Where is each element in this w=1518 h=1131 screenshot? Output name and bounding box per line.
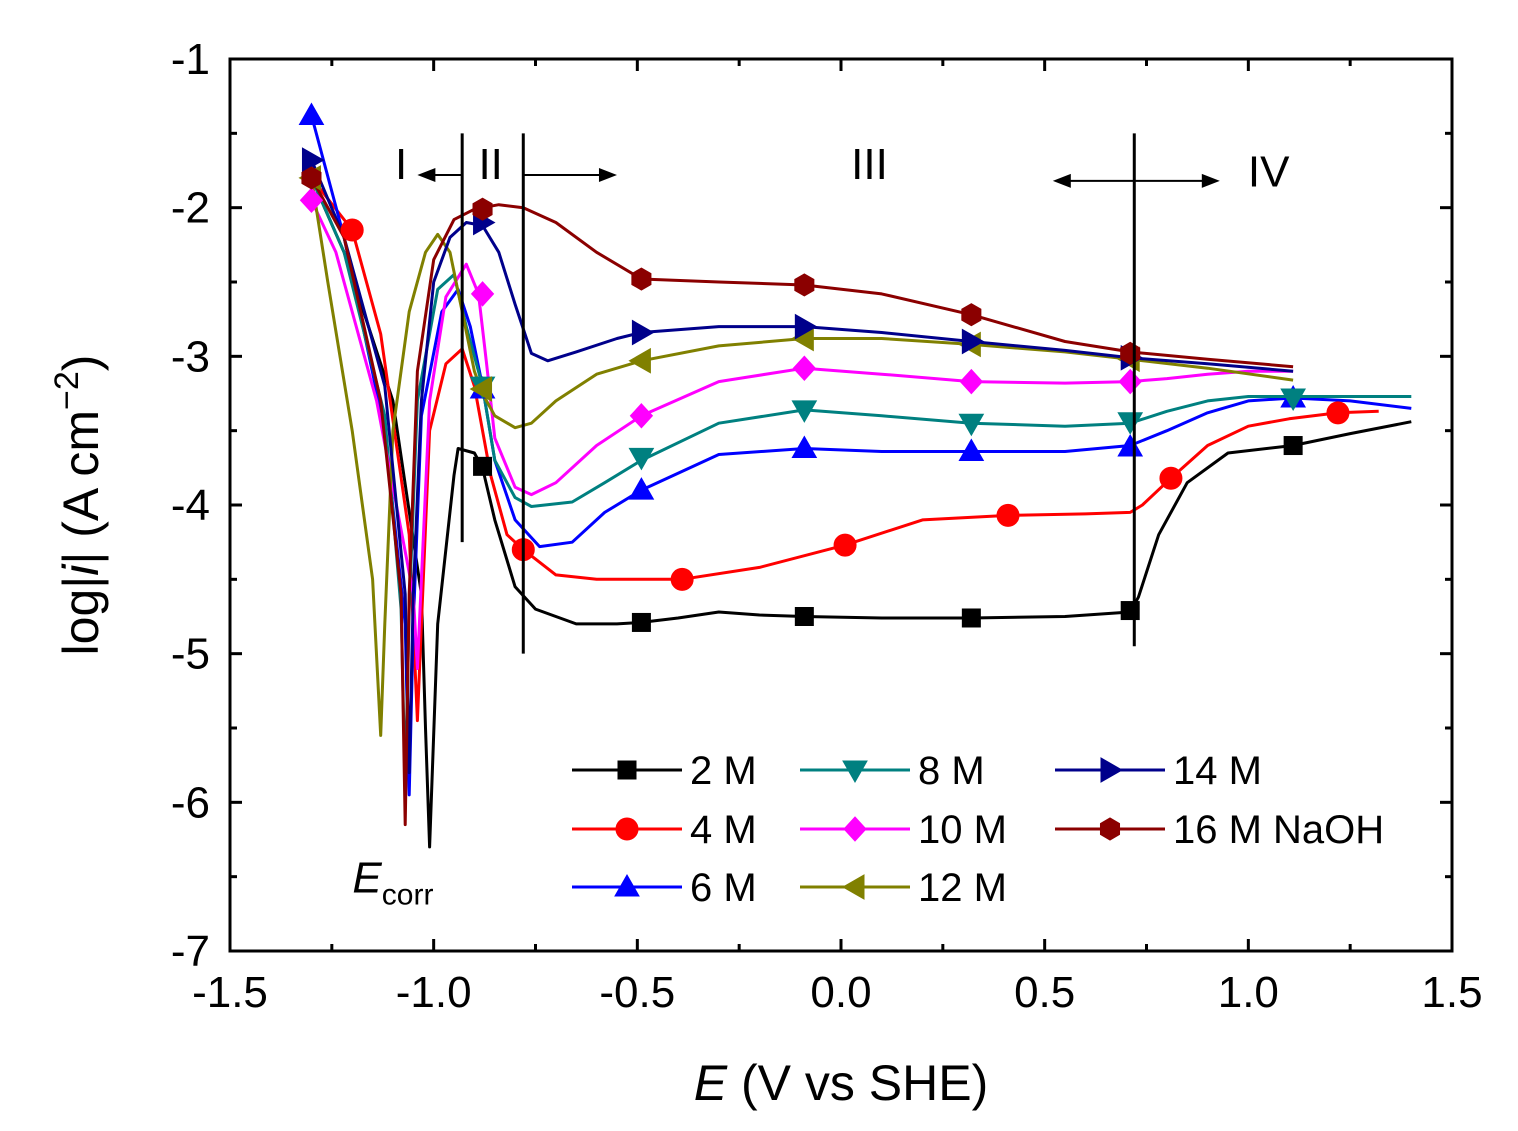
data-marker bbox=[628, 447, 655, 471]
data-marker bbox=[959, 368, 984, 395]
data-marker bbox=[961, 608, 981, 628]
data-marker bbox=[631, 319, 655, 346]
y-tick-label: -1 bbox=[171, 35, 210, 84]
x-tick-label: 1.5 bbox=[1421, 968, 1482, 1017]
y-tick-label: -7 bbox=[171, 927, 210, 976]
data-marker bbox=[1120, 341, 1141, 365]
data-marker bbox=[628, 347, 651, 374]
data-marker bbox=[670, 567, 694, 591]
legend-label: 10 M bbox=[918, 808, 1007, 852]
data-marker bbox=[958, 413, 985, 437]
data-marker bbox=[631, 612, 651, 632]
data-marker bbox=[958, 438, 985, 461]
data-marker bbox=[996, 503, 1020, 527]
data-marker bbox=[791, 435, 818, 459]
data-marker bbox=[301, 166, 322, 190]
data-marker bbox=[469, 376, 493, 402]
arrow-head bbox=[1201, 173, 1220, 188]
x-tick-label: -1.5 bbox=[192, 968, 268, 1017]
data-marker bbox=[792, 355, 817, 381]
data-marker bbox=[340, 218, 364, 242]
arrow-head bbox=[598, 167, 617, 182]
data-marker bbox=[842, 760, 868, 784]
data-marker bbox=[615, 817, 639, 841]
region-label: IV bbox=[1248, 148, 1290, 197]
series-group bbox=[298, 102, 1412, 849]
x-tick-label: 0.5 bbox=[1014, 968, 1075, 1017]
data-marker bbox=[1117, 412, 1144, 435]
series-line bbox=[310, 177, 1412, 789]
y-tick-label: -2 bbox=[171, 184, 210, 233]
series-line bbox=[310, 177, 1412, 849]
legend-label: 14 M bbox=[1173, 749, 1262, 793]
series-line bbox=[310, 199, 1294, 670]
data-marker bbox=[470, 281, 495, 307]
legend: 2 M 4 M 6 M 8 M 10 M 12 M 14 M 16 M NaOH bbox=[572, 749, 1384, 910]
legend-label: 16 M NaOH bbox=[1173, 808, 1384, 852]
legend-label: 8 M bbox=[918, 749, 985, 793]
data-marker bbox=[791, 400, 818, 423]
data-marker bbox=[629, 403, 654, 429]
x-axis-title: E (V vs SHE) bbox=[694, 1055, 989, 1111]
data-marker bbox=[614, 873, 640, 897]
data-marker bbox=[794, 273, 815, 297]
data-marker bbox=[301, 147, 325, 173]
series-line bbox=[310, 177, 1294, 737]
region-label: III bbox=[851, 140, 888, 189]
series-line bbox=[310, 159, 1294, 775]
y-tick-label: -4 bbox=[171, 481, 210, 530]
x-tick-label: -0.5 bbox=[599, 968, 675, 1017]
legend-label: 6 M bbox=[690, 866, 757, 910]
data-marker bbox=[1326, 401, 1350, 425]
data-marker bbox=[1283, 436, 1303, 456]
data-marker bbox=[1159, 466, 1183, 490]
legend-label: 12 M bbox=[918, 866, 1007, 910]
data-marker bbox=[794, 607, 814, 626]
data-marker bbox=[1099, 817, 1121, 841]
data-marker bbox=[472, 197, 493, 221]
data-marker bbox=[628, 477, 655, 500]
data-marker bbox=[298, 102, 325, 125]
data-marker bbox=[841, 874, 865, 900]
data-marker bbox=[843, 816, 867, 842]
data-marker bbox=[1117, 434, 1144, 457]
x-tick-label: -1.0 bbox=[396, 968, 472, 1017]
data-marker bbox=[1100, 757, 1124, 783]
x-tick-label: 1.0 bbox=[1218, 968, 1279, 1017]
legend-label: 4 M bbox=[690, 808, 757, 852]
data-marker bbox=[1120, 601, 1140, 621]
y-tick-label: -5 bbox=[171, 630, 210, 679]
axis-ticks: -1.5 -1.0 -0.5 0.0 0.5 1.0 1.5 -7 -6 -5 -4 -3 -2 -1 bbox=[171, 35, 1483, 1017]
arrow-head bbox=[1052, 173, 1071, 188]
y-tick-label: -6 bbox=[171, 778, 210, 827]
arrow-head bbox=[417, 167, 436, 182]
data-marker bbox=[833, 533, 857, 557]
data-marker bbox=[794, 313, 818, 340]
y-axis-title: log|i| (A cm−2) bbox=[48, 355, 109, 656]
data-marker bbox=[631, 267, 652, 291]
data-marker bbox=[617, 760, 637, 780]
data-marker bbox=[1118, 368, 1142, 395]
region-label: II bbox=[478, 140, 502, 189]
data-marker bbox=[299, 187, 324, 213]
ecorr-label: Ecorr bbox=[352, 854, 433, 912]
data-marker bbox=[961, 303, 982, 327]
data-marker bbox=[1280, 388, 1307, 411]
region-label: I bbox=[395, 140, 407, 189]
data-marker bbox=[961, 328, 985, 355]
legend-label: 2 M bbox=[690, 749, 757, 793]
x-tick-label: 0.0 bbox=[810, 968, 871, 1017]
data-marker bbox=[473, 456, 493, 476]
y-tick-label: -3 bbox=[171, 332, 210, 381]
